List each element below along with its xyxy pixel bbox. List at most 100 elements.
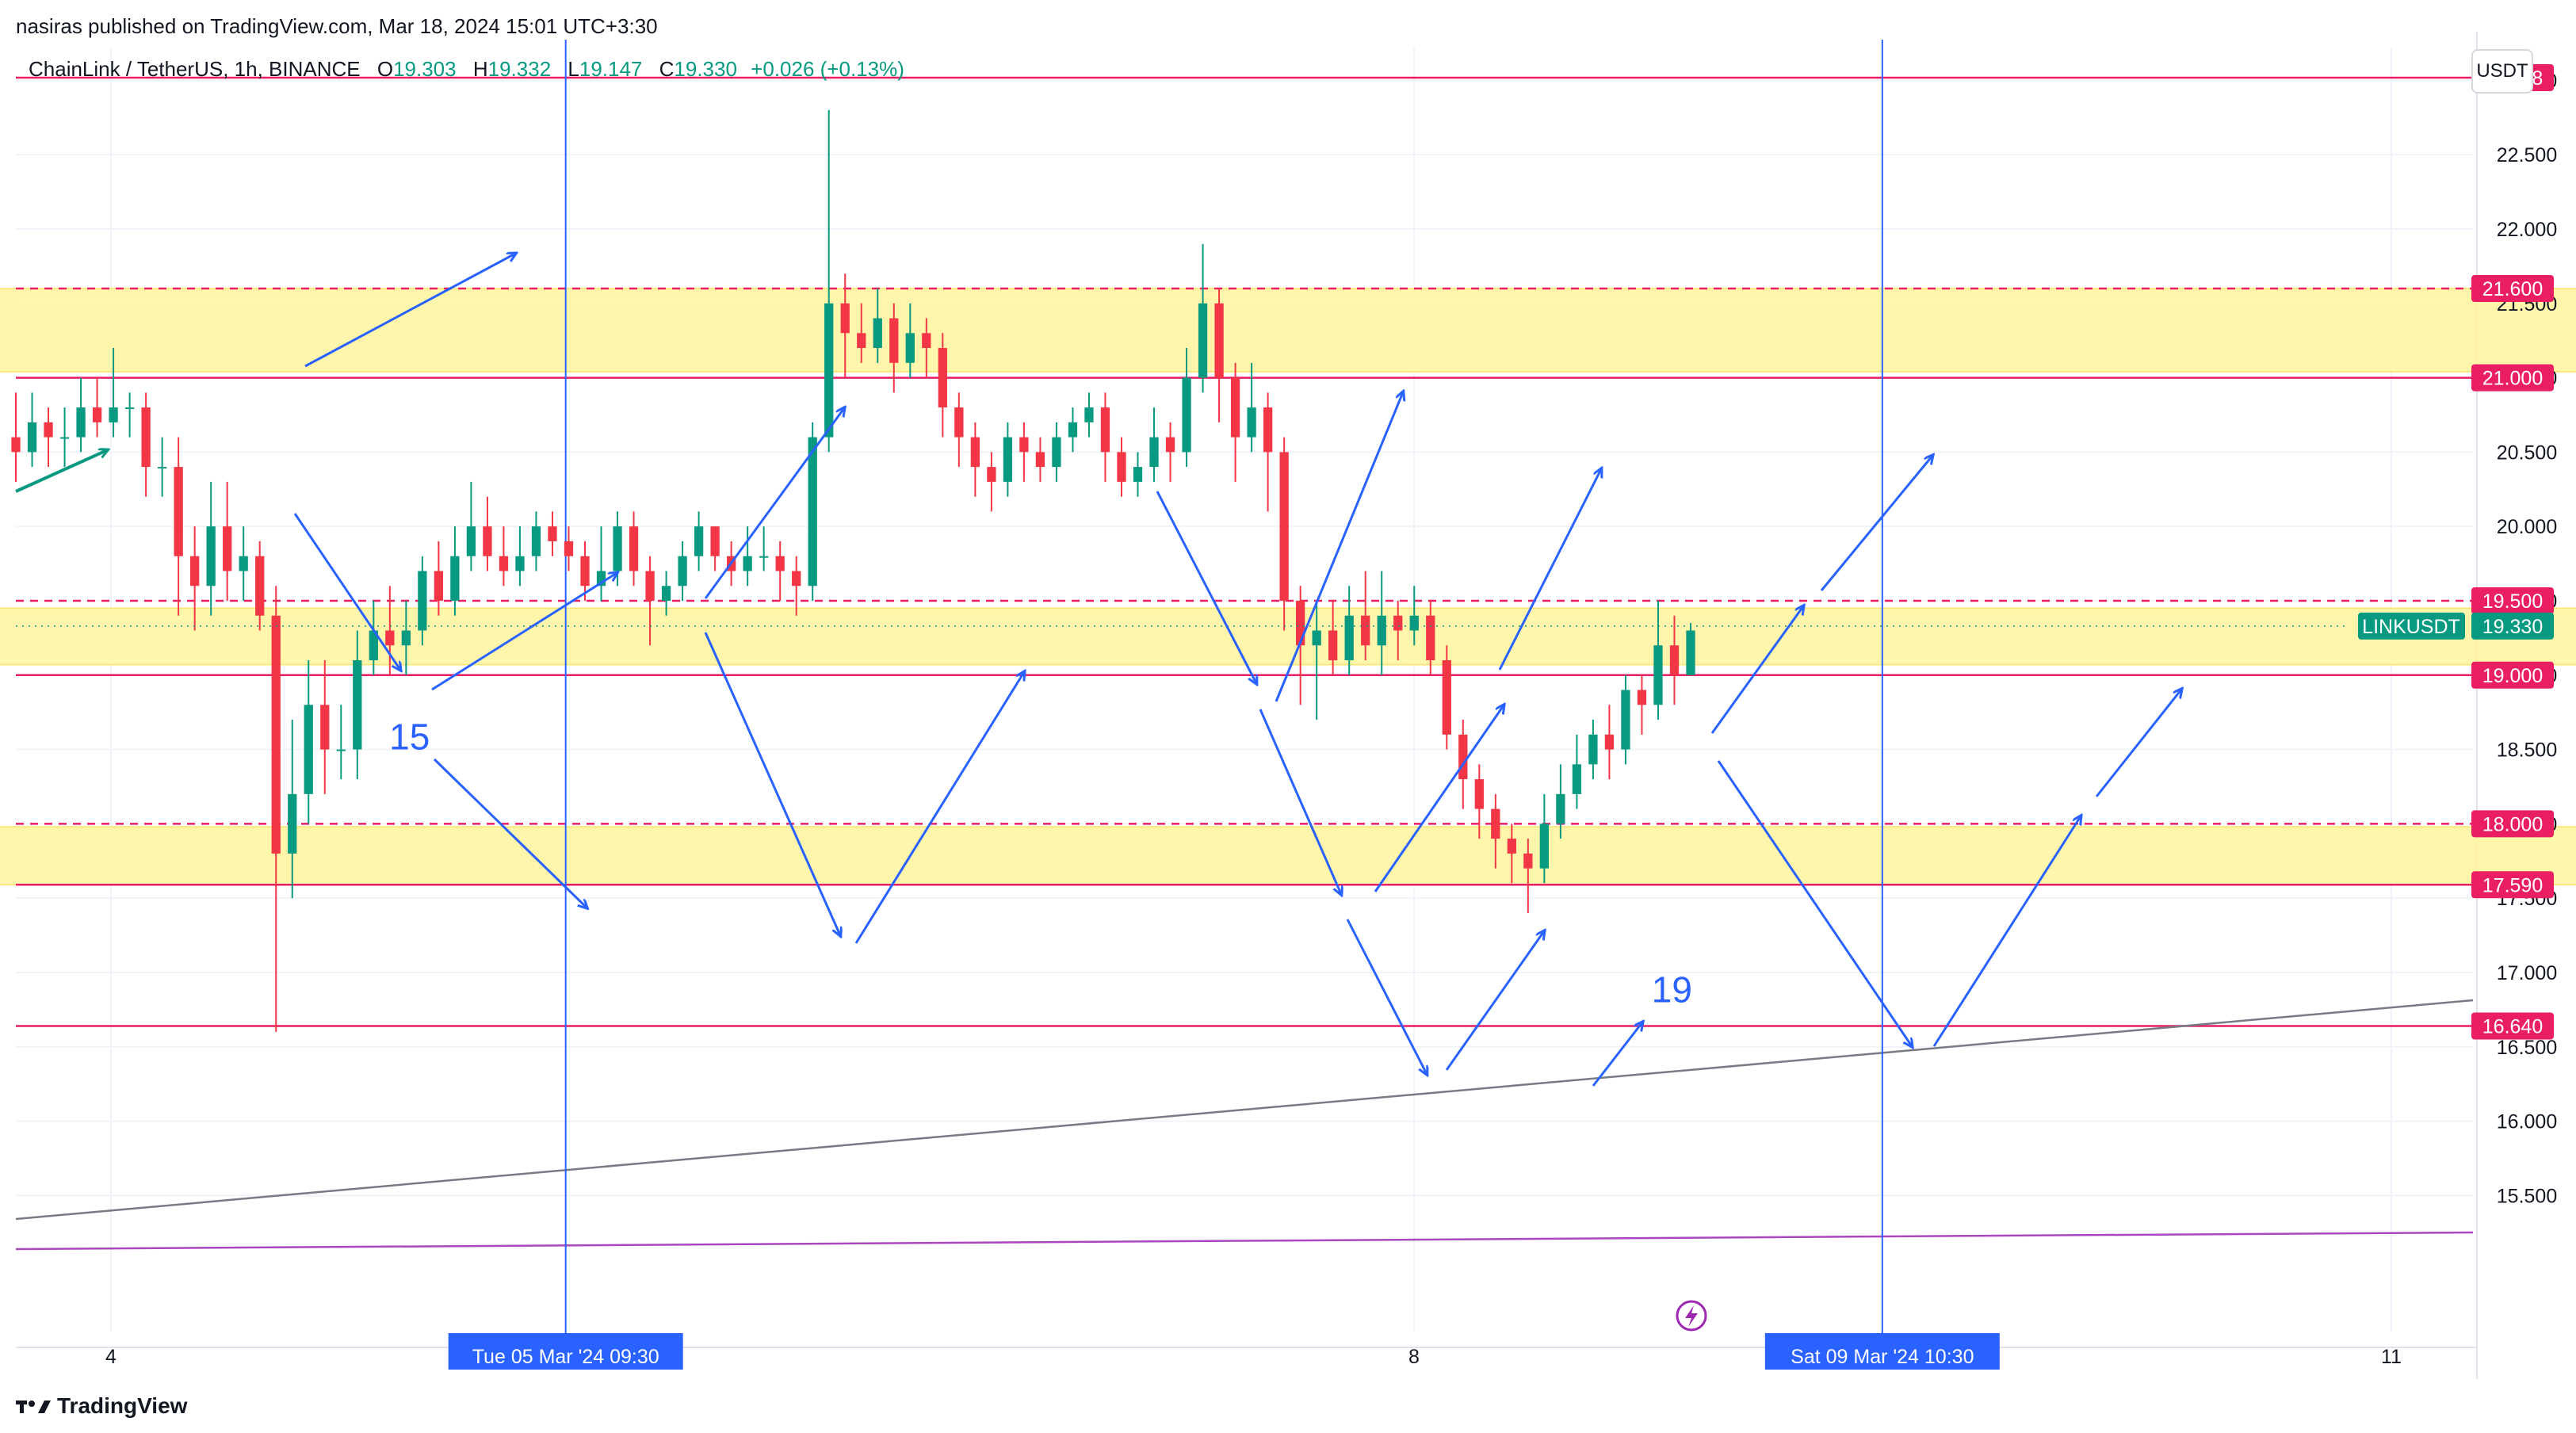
currency-button[interactable]: USDT <box>2471 49 2533 94</box>
price-tick-label: 16.500 <box>2497 1037 2557 1059</box>
candle-body <box>1035 452 1045 468</box>
candle-body <box>190 556 200 587</box>
candle-body <box>499 556 509 571</box>
candle-body <box>970 437 980 468</box>
candle-body <box>1572 764 1582 794</box>
projection-arrow <box>1592 1022 1642 1087</box>
candle-body <box>987 467 996 482</box>
support-resistance-zones <box>0 288 2576 886</box>
candle-body <box>418 571 427 631</box>
candle-body <box>1474 779 1484 809</box>
candle-body <box>109 407 118 422</box>
candle-body <box>1669 645 1680 675</box>
candle-body <box>59 437 70 439</box>
candle-body <box>239 556 248 571</box>
candle-body <box>645 571 655 601</box>
candle-body <box>1458 734 1468 780</box>
projection-arrow <box>304 254 515 368</box>
close-label: C <box>659 57 675 81</box>
candle-body <box>1100 407 1110 453</box>
current-price-label: 19.330 <box>2482 616 2543 638</box>
candle-body <box>157 467 167 469</box>
level-price-label: 21.600 <box>2482 278 2543 300</box>
projection-arrow <box>1445 931 1544 1071</box>
projection-arrow <box>1932 816 2081 1047</box>
candle-body <box>694 526 704 556</box>
candle-body <box>580 556 590 587</box>
candle-body <box>92 407 102 422</box>
projection-arrow <box>433 758 587 908</box>
candle-body <box>271 615 281 854</box>
projection-arrow <box>293 513 400 670</box>
candle-body <box>1182 377 1191 453</box>
candle-body <box>1523 853 1533 869</box>
candle-body <box>76 407 86 438</box>
candlestick-series <box>11 109 2346 1033</box>
projection-arrow <box>2095 690 2181 797</box>
candle-body <box>678 556 687 587</box>
candle-body <box>255 556 265 616</box>
zone <box>0 288 2576 373</box>
candle-body <box>1263 407 1273 453</box>
candle-body <box>629 526 639 571</box>
candle-body <box>1377 615 1386 646</box>
candle-body <box>124 407 135 410</box>
candle-body <box>385 630 395 646</box>
projection-arrow <box>1156 491 1256 683</box>
projection-arrow <box>1820 456 1932 591</box>
candle-body <box>1604 734 1615 750</box>
chart-grid <box>16 32 2478 1379</box>
zone <box>0 826 2576 886</box>
price-tick-label: 20.500 <box>2497 441 2557 464</box>
time-marker-badge <box>1764 1333 2000 1370</box>
candle-body <box>1149 437 1159 468</box>
wave-count-label: 19 <box>1652 969 1692 1010</box>
candle-body <box>1491 808 1500 839</box>
projection-arrow <box>1717 760 1912 1046</box>
level-price-badge <box>2471 275 2554 303</box>
price-axis: 15.50016.00016.50017.00017.50018.00018.5… <box>2358 64 2557 1207</box>
candle-body <box>174 467 183 556</box>
candle-body <box>1019 437 1029 453</box>
candle-body <box>905 333 915 363</box>
symbol-badge-label: LINKUSDT <box>2362 616 2460 638</box>
projection-arrow <box>1498 469 1601 671</box>
projection-arrow <box>1346 919 1427 1074</box>
high-value: 19.332 <box>487 57 552 81</box>
candle-body <box>11 437 21 453</box>
candle-body <box>1198 303 1208 378</box>
time-marker-lines <box>564 40 1883 1347</box>
candle-body <box>938 348 947 408</box>
open-label: O <box>376 57 394 81</box>
tradingview-logo[interactable]: TradingView <box>16 1393 187 1420</box>
wave-count-labels: 15192328 <box>389 716 1692 1011</box>
time-axis: 48111512:30202212:3025Tue 05 Mar '24 09:… <box>105 1333 2402 1370</box>
level-price-badge <box>2471 1012 2554 1040</box>
projection-arrow <box>1275 392 1403 702</box>
candle-body <box>336 749 346 751</box>
candle-body <box>775 556 785 571</box>
time-tick-label: 4 <box>105 1346 117 1368</box>
candle-body <box>613 526 622 571</box>
candle-body <box>515 556 525 571</box>
candle-body <box>434 571 444 601</box>
projection-arrow <box>1374 705 1504 892</box>
candle-body <box>288 793 297 854</box>
level-price-label: 16.640 <box>2482 1016 2543 1038</box>
price-tick-label: 16.000 <box>2497 1111 2557 1133</box>
symbol-title[interactable]: ChainLink / TetherUS, 1h, BINANCE <box>29 57 361 81</box>
high-label: H <box>472 57 488 81</box>
price-tick-label: 22.500 <box>2497 144 2557 166</box>
projection-arrow <box>1710 606 1803 734</box>
level-price-label: 18.000 <box>2482 813 2543 835</box>
level-price-badge <box>2471 810 2554 838</box>
candle-body <box>857 333 866 349</box>
candle-body <box>1133 467 1143 482</box>
alert-lightning-icon[interactable] <box>1676 1300 1707 1332</box>
projection-arrow <box>854 672 1024 944</box>
symbol-legend: ChainLink / TetherUS, 1h, BINANCE O19.30… <box>29 57 904 82</box>
green-arrow <box>15 450 107 493</box>
candle-body <box>1409 615 1419 631</box>
candle-body <box>1637 690 1647 705</box>
